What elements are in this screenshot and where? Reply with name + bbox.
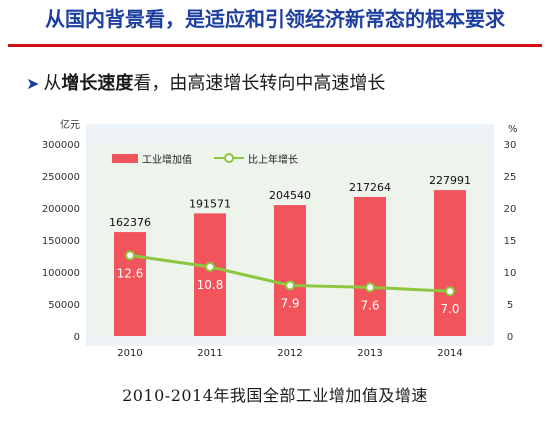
left-axis-tick-label: 0 bbox=[74, 332, 80, 343]
x-axis-tick-label: 2011 bbox=[197, 348, 222, 359]
bar-industrial-value bbox=[354, 196, 386, 336]
growth-rate-label: 10.8 bbox=[197, 278, 224, 292]
industrial-value-chart: 亿元 0 50000 100000 150000 200000 250000 300000% 0… bbox=[42, 118, 518, 359]
bar-industrial-value bbox=[274, 205, 306, 336]
subtitle-emphasis: 增长速度 bbox=[61, 73, 134, 94]
right-axis-tick-label: 5 bbox=[507, 300, 513, 311]
right-axis-tick-label: 10 bbox=[504, 268, 517, 279]
growth-rate-point bbox=[445, 286, 455, 297]
left-axis-tick-label: 150000 bbox=[42, 236, 80, 247]
bar-value-label: 227991 bbox=[429, 174, 471, 187]
left-axis-unit: 亿元 bbox=[60, 118, 80, 131]
title-divider bbox=[8, 44, 542, 47]
growth-rate-point bbox=[205, 261, 215, 272]
bar-industrial-value bbox=[114, 232, 146, 336]
subtitle-prefix: 从 bbox=[43, 73, 62, 94]
right-axis-tick-label: 30 bbox=[504, 140, 517, 151]
x-axis-tick-label: 2013 bbox=[357, 348, 382, 359]
growth-rate-label: 7.0 bbox=[440, 302, 459, 316]
bar-industrial-value bbox=[194, 213, 226, 336]
bar-value-label: 217264 bbox=[349, 181, 391, 194]
left-axis-tick-label: 200000 bbox=[42, 204, 80, 215]
left-axis-tick-label: 250000 bbox=[42, 172, 80, 183]
bar-value-label: 204540 bbox=[269, 189, 311, 202]
slide-title: 从国内背景看，是适应和引领经济新常态的根本要求 bbox=[45, 7, 505, 31]
x-axis-tick-label: 2014 bbox=[437, 348, 462, 359]
left-axis-tick-label: 50000 bbox=[48, 300, 80, 311]
bar-value-label: 191571 bbox=[189, 197, 231, 210]
subtitle: ➤ 从增长速度看，由高速增长转向中高速增长 bbox=[26, 70, 385, 98]
right-axis-tick-label: 0 bbox=[507, 332, 513, 343]
bar-value-label: 162376 bbox=[109, 216, 151, 229]
legend-bar-label: 工业增加值 bbox=[142, 153, 192, 166]
growth-rate-point bbox=[125, 250, 135, 261]
chart-caption: 2010-2014年我国全部工业增加值及增速 bbox=[122, 386, 428, 405]
left-axis-tick-label: 300000 bbox=[42, 140, 80, 151]
right-axis-tick-label: 20 bbox=[504, 204, 517, 215]
left-axis-tick-label: 100000 bbox=[42, 268, 80, 279]
growth-rate-label: 7.9 bbox=[280, 296, 299, 310]
growth-rate-label: 7.6 bbox=[360, 298, 379, 312]
right-axis-unit: % bbox=[508, 124, 518, 135]
legend-bar-swatch bbox=[112, 154, 138, 163]
subtitle-rest: 看，由高速增长转向中高速增长 bbox=[133, 73, 386, 94]
growth-rate-point bbox=[365, 282, 375, 293]
right-axis-tick-label: 15 bbox=[504, 236, 517, 247]
chart-container: 亿元 0 50000 100000 150000 200000 250000 300000% 0… bbox=[0, 110, 550, 370]
x-axis-tick-label: 2012 bbox=[277, 348, 302, 359]
growth-rate-point bbox=[285, 280, 295, 291]
bar-industrial-value bbox=[434, 190, 466, 336]
x-axis-tick-label: 2010 bbox=[117, 348, 142, 359]
arrow-bullet-icon: ➤ bbox=[26, 74, 40, 93]
legend-line-marker bbox=[224, 153, 234, 163]
legend-line-label: 比上年增长 bbox=[248, 153, 298, 166]
growth-rate-label: 12.6 bbox=[117, 266, 144, 280]
right-axis-tick-label: 25 bbox=[504, 172, 517, 183]
